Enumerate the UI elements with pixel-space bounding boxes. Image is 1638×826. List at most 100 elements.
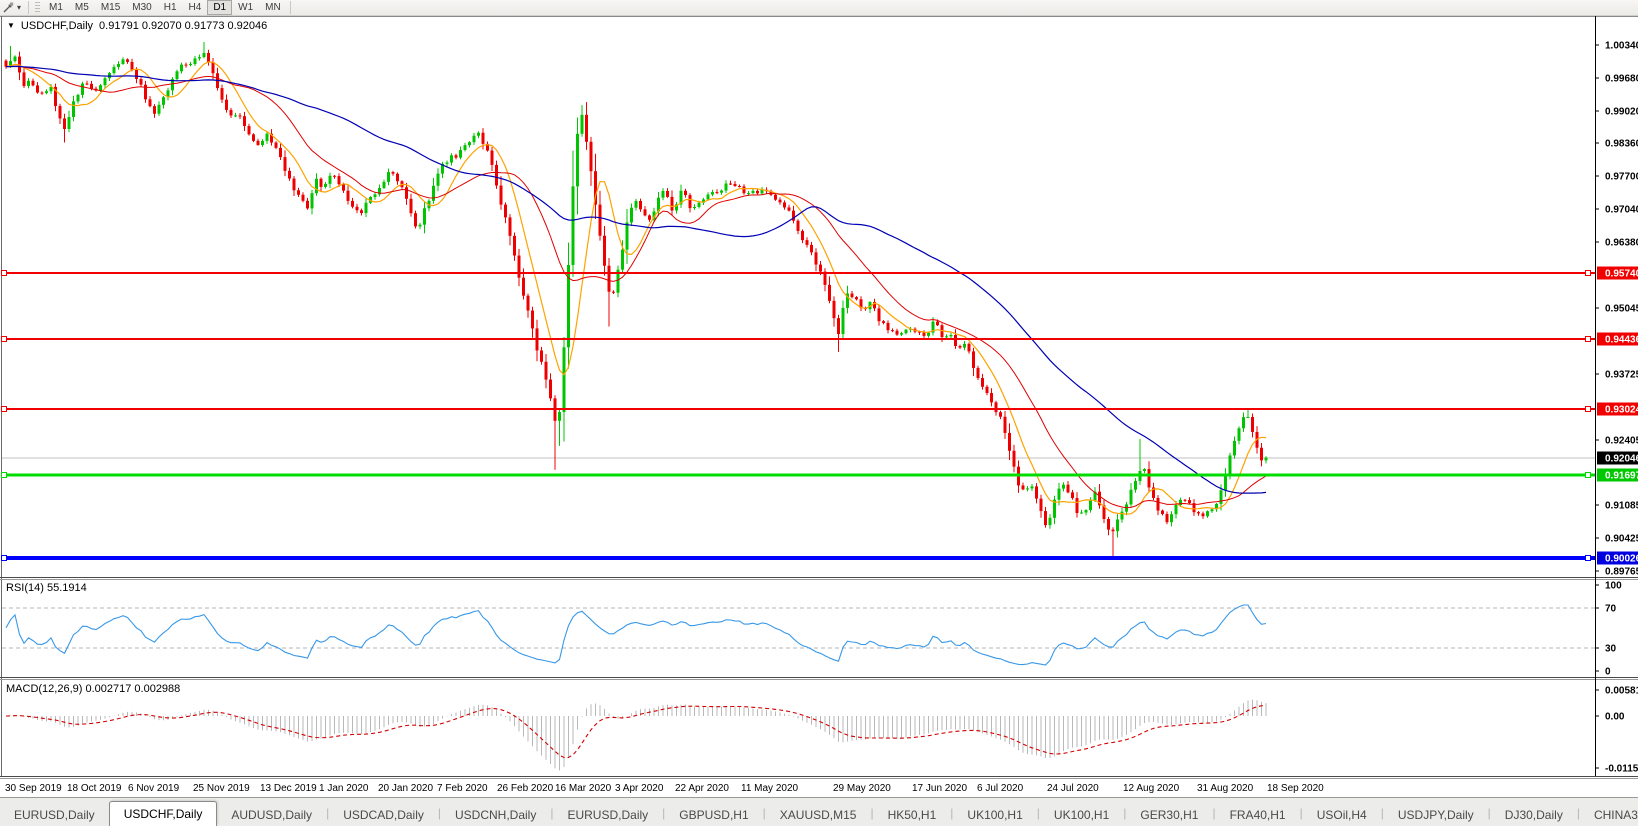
- svg-text:0.97700: 0.97700: [1605, 172, 1638, 183]
- svg-text:6 Nov 2019: 6 Nov 2019: [128, 783, 180, 794]
- svg-text:7 Feb 2020: 7 Feb 2020: [437, 783, 488, 794]
- toolbar-separator: [289, 1, 291, 14]
- timeframe-button-w1[interactable]: W1: [238, 2, 254, 13]
- svg-text:25 Nov 2019: 25 Nov 2019: [193, 783, 250, 794]
- svg-text:31 Aug 2020: 31 Aug 2020: [1197, 783, 1254, 794]
- chart-tab-gbpusd-h1[interactable]: GBPUSD,H1: [679, 808, 749, 822]
- svg-text:11 May 2020: 11 May 2020: [741, 783, 799, 794]
- timeframe-button-mn[interactable]: MN: [265, 2, 281, 13]
- svg-text:1.00340: 1.00340: [1605, 41, 1638, 52]
- svg-text:0.005818: 0.005818: [1605, 686, 1638, 697]
- chart-tab-usdcnh-daily[interactable]: USDCNH,Daily: [455, 808, 537, 822]
- svg-text:0.93725: 0.93725: [1605, 370, 1638, 381]
- svg-text:0.91697: 0.91697: [1605, 471, 1638, 482]
- chart-tab-usdcad-daily[interactable]: USDCAD,Daily: [343, 808, 424, 822]
- svg-text:24 Jul 2020: 24 Jul 2020: [1047, 783, 1099, 794]
- chart-canvas[interactable]: 1.00340 0.99680 0.99020 0.98360 0.97700 0.970…: [0, 16, 1638, 798]
- timeframe-button-d1[interactable]: D1: [207, 0, 233, 15]
- dropdown-arrow-icon[interactable]: ▾: [17, 3, 22, 12]
- chart-symbol-label: USDCHF,Daily: [20, 20, 94, 32]
- svg-text:0.95045: 0.95045: [1605, 304, 1638, 315]
- chart-tab-ger30-h1[interactable]: GER30,H1: [1140, 808, 1199, 822]
- svg-text:0.89765: 0.89765: [1605, 567, 1638, 578]
- svg-text:22 Apr 2020: 22 Apr 2020: [675, 783, 729, 794]
- chart-tab-hk50-h1[interactable]: HK50,H1: [887, 808, 937, 822]
- svg-text:0.99680: 0.99680: [1605, 74, 1638, 85]
- timeframe-button-m1[interactable]: M1: [49, 2, 63, 13]
- chart-tab-usdchf-daily[interactable]: USDCHF,Daily: [108, 801, 218, 826]
- toolbar-grip-handle[interactable]: [35, 2, 41, 13]
- svg-text:0: 0: [1605, 667, 1611, 678]
- svg-text:0.90026: 0.90026: [1605, 554, 1638, 565]
- svg-text:18 Sep 2020: 18 Sep 2020: [1267, 783, 1324, 794]
- tab-separator: |: [1036, 805, 1040, 820]
- tab-separator: |: [326, 805, 330, 820]
- tab-separator: |: [950, 805, 954, 820]
- svg-text:0.94436: 0.94436: [1605, 335, 1638, 346]
- chart-tab-china300-h1[interactable]: CHINA300,H1: [1593, 808, 1638, 822]
- chart-tab-dj30-daily[interactable]: DJ30,Daily: [1504, 808, 1563, 822]
- macd-indicator-label: MACD(12,26,9) 0.002717 0.002988: [6, 683, 181, 695]
- tab-separator: |: [550, 805, 554, 820]
- svg-text:29 May 2020: 29 May 2020: [833, 783, 891, 794]
- timeframe-button-h1[interactable]: H1: [163, 2, 177, 13]
- toolbar-separator: [28, 1, 30, 14]
- svg-text:0.95740: 0.95740: [1605, 269, 1638, 280]
- chart-tab-usoil-h4[interactable]: USOil,H4: [1316, 808, 1367, 822]
- svg-text:30: 30: [1605, 644, 1617, 655]
- timeframe-button-m15[interactable]: M15: [100, 2, 121, 13]
- tab-separator: |: [1380, 805, 1384, 820]
- svg-text:16 Mar 2020: 16 Mar 2020: [555, 783, 612, 794]
- svg-text:0.96380: 0.96380: [1605, 238, 1638, 249]
- timeframe-button-m5[interactable]: M5: [74, 2, 89, 13]
- svg-text:18 Oct 2019: 18 Oct 2019: [67, 783, 122, 794]
- chart-tab-eurusd-daily[interactable]: EURUSD,Daily: [567, 808, 649, 822]
- top-toolbar: ▾ M1 M5 M15 M30 H1 H4 D1 W1 MN: [0, 0, 1638, 16]
- tab-separator: |: [870, 805, 874, 820]
- svg-text:0.91085: 0.91085: [1605, 501, 1638, 512]
- chart-tab-usdjpy-daily[interactable]: USDJPY,Daily: [1397, 808, 1474, 822]
- svg-text:6 Jul 2020: 6 Jul 2020: [977, 783, 1024, 794]
- chart-tab-fra40-h1[interactable]: FRA40,H1: [1229, 808, 1286, 822]
- svg-text:1 Jan 2020: 1 Jan 2020: [319, 783, 369, 794]
- chart-tab-audusd-daily[interactable]: AUDUSD,Daily: [231, 808, 313, 822]
- timeframe-button-h4[interactable]: H4: [188, 2, 202, 13]
- tab-separator: |: [1487, 805, 1491, 820]
- tab-separator: |: [1299, 805, 1303, 820]
- chart-menu-arrow-icon[interactable]: ▼: [7, 20, 15, 30]
- chart-window: 1.00340 0.99680 0.99020 0.98360 0.97700 0.970…: [0, 16, 1638, 798]
- chart-tab-uk100-h1[interactable]: UK100,H1: [1053, 808, 1110, 822]
- svg-text:100: 100: [1605, 581, 1622, 592]
- svg-text:0.98360: 0.98360: [1605, 139, 1638, 150]
- svg-text:70: 70: [1605, 604, 1617, 615]
- tab-separator: |: [762, 805, 766, 820]
- svg-text:0.97040: 0.97040: [1605, 205, 1638, 216]
- rsi-indicator-label: RSI(14) 55.1914: [6, 582, 87, 594]
- svg-text:12 Aug 2020: 12 Aug 2020: [1123, 783, 1180, 794]
- chart-ohlc-values: 0.91791 0.92070 0.91773 0.92046: [99, 20, 268, 32]
- chart-title: ▼ USDCHF,Daily 0.91791 0.92070 0.91773 0.9…: [7, 20, 267, 32]
- chart-tab-bar: EURUSD,Daily USDCHF,Daily AUDUSD,Daily | USD…: [0, 797, 1638, 826]
- tab-separator: |: [437, 805, 441, 820]
- svg-text:20 Jan 2020: 20 Jan 2020: [378, 783, 433, 794]
- chart-tab-eurusd-daily[interactable]: EURUSD,Daily: [14, 808, 95, 822]
- svg-text:0.93024: 0.93024: [1605, 405, 1638, 416]
- cursor-tool-icon[interactable]: [0, 0, 16, 15]
- tab-separator: |: [662, 805, 666, 820]
- timeframe-button-m30[interactable]: M30: [132, 2, 152, 13]
- chart-tab-uk100-h1[interactable]: UK100,H1: [967, 808, 1023, 822]
- svg-text:0.00: 0.00: [1605, 712, 1625, 723]
- tab-separator: |: [1576, 805, 1580, 820]
- svg-text:3 Apr 2020: 3 Apr 2020: [615, 783, 664, 794]
- svg-text:0.99020: 0.99020: [1605, 107, 1638, 118]
- svg-text:17 Jun 2020: 17 Jun 2020: [912, 783, 967, 794]
- chart-tab-xauusd-m15[interactable]: XAUUSD,M15: [779, 808, 857, 822]
- svg-text:-0.011514: -0.011514: [1605, 764, 1638, 775]
- svg-text:0.92046: 0.92046: [1605, 454, 1638, 465]
- tab-separator: |: [1123, 805, 1127, 820]
- tab-separator: |: [1212, 805, 1216, 820]
- svg-text:0.92405: 0.92405: [1605, 436, 1638, 447]
- svg-text:0.90425: 0.90425: [1605, 534, 1638, 545]
- svg-text:13 Dec 2019: 13 Dec 2019: [260, 783, 317, 794]
- svg-text:30 Sep 2019: 30 Sep 2019: [5, 783, 62, 794]
